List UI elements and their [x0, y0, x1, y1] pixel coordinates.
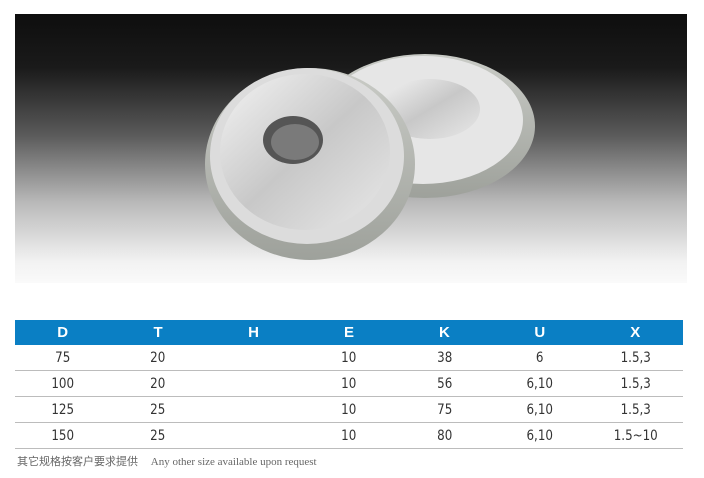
column-header-h: H [205, 320, 302, 345]
footnote-english: Any other size available upon request [150, 456, 317, 468]
grinding-wheels-image [205, 54, 535, 260]
table-cell-u: 6,10 [499, 422, 581, 449]
table-row: 125 25 10 75 6,10 1.5,3 [15, 396, 683, 423]
table-cell-x: 1.5~10 [594, 422, 676, 449]
table-cell-d: 150 [22, 422, 104, 449]
table-cell-h [213, 396, 295, 423]
table-cell-d: 125 [22, 396, 104, 423]
column-header-u: U [492, 320, 588, 345]
table-cell-t: 20 [117, 345, 199, 371]
table-cell-u: 6 [499, 345, 581, 371]
table-cell-k: 56 [403, 370, 485, 397]
table-cell-u: 6,10 [499, 370, 581, 397]
table-cell-k: 75 [403, 396, 485, 423]
specification-table: D T H E K U X 75 20 10 38 6 1.5,3 100 20 10 56 6,1… [15, 320, 683, 449]
table-cell-e: 10 [308, 345, 390, 371]
column-header-x: X [587, 320, 683, 345]
table-cell-x: 1.5,3 [594, 345, 676, 371]
table-cell-t: 25 [117, 422, 199, 449]
table-cell-h [213, 345, 295, 371]
table-cell-h [213, 370, 295, 397]
table-cell-d: 75 [22, 345, 104, 371]
table-cell-e: 10 [308, 396, 390, 423]
product-photo [15, 14, 687, 283]
table-row: 150 25 10 80 6,10 1.5~10 [15, 422, 683, 449]
footnote-chinese: 其它规格按客户要求提供 [17, 456, 138, 468]
table-cell-u: 6,10 [499, 396, 581, 423]
footnote: 其它规格按客户要求提供 Any other size available upo… [17, 453, 327, 469]
table-cell-t: 20 [117, 370, 199, 397]
table-cell-k: 38 [403, 345, 485, 371]
column-header-e: E [301, 320, 397, 345]
table-cell-d: 100 [22, 370, 104, 397]
table-cell-h [213, 422, 295, 449]
column-header-k: K [396, 320, 493, 345]
table-row: 75 20 10 38 6 1.5,3 [15, 345, 683, 371]
column-header-d: D [15, 320, 111, 345]
front-wheel [205, 68, 415, 260]
table-cell-x: 1.5,3 [594, 370, 676, 397]
table-cell-e: 10 [308, 422, 390, 449]
column-header-t: T [110, 320, 206, 345]
table-cell-e: 10 [308, 370, 390, 397]
table-cell-t: 25 [117, 396, 199, 423]
table-row: 100 20 10 56 6,10 1.5,3 [15, 370, 683, 397]
table-cell-x: 1.5,3 [594, 396, 676, 423]
table-header-row: D T H E K U X [15, 320, 683, 345]
table-cell-k: 80 [403, 422, 485, 449]
